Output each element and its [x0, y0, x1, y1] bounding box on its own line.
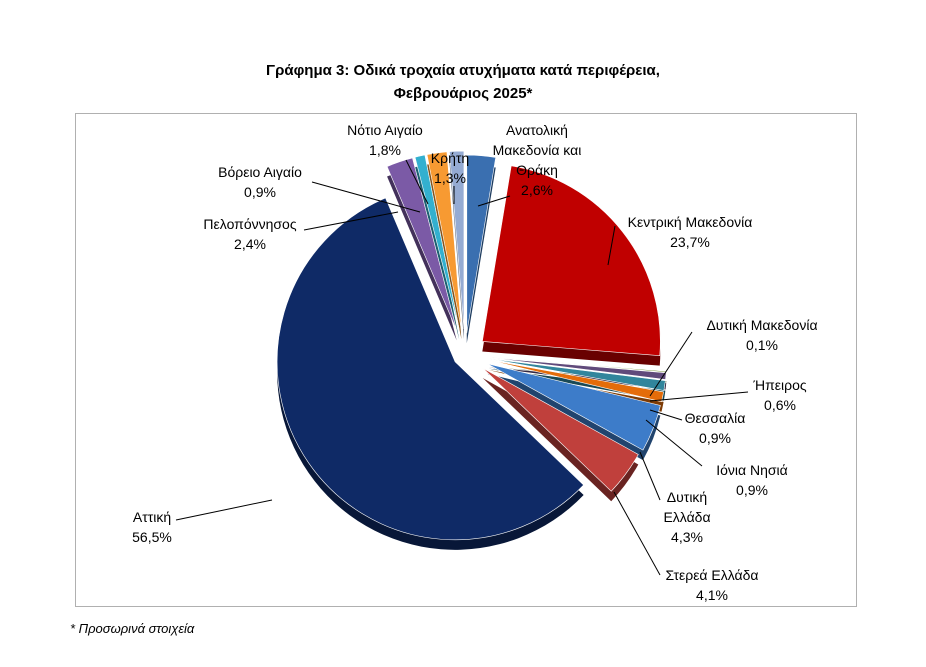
slice-value: 0,9% — [736, 482, 768, 498]
slice-value: 4,3% — [671, 529, 703, 545]
data-label: Βόρειο Αιγαίο 0,9% — [218, 162, 302, 202]
pie-slice — [488, 358, 666, 391]
pie-slice — [426, 151, 462, 330]
slice-value: 0,6% — [764, 397, 796, 413]
slice-side — [387, 167, 457, 341]
slice-label: Κεντρική Μακεδονία — [627, 214, 753, 230]
leader-line — [645, 419, 703, 467]
leader-line — [613, 491, 661, 576]
slice-label: Ανατολική Μακεδονία και Θράκη — [492, 122, 582, 178]
slice-value: 0,1% — [746, 337, 778, 353]
slice-value: 2,6% — [521, 182, 553, 198]
leader-line — [639, 451, 661, 501]
slice-label: Κρήτη — [430, 150, 470, 166]
footnote: * Προσωρινά στοιχεία — [70, 621, 195, 636]
data-label: Ανατολική Μακεδονία και Θράκη 2,6% — [477, 120, 597, 200]
data-label: Ιόνια Νησιά 0,9% — [716, 460, 788, 500]
leader-line — [477, 195, 511, 207]
slice-label: Αττική — [132, 509, 172, 525]
slice-value: 23,7% — [670, 234, 710, 250]
slice-value: 0,9% — [244, 184, 276, 200]
data-label: Αττική 56,5% — [132, 507, 172, 547]
leader-line — [405, 159, 429, 205]
pie-slice — [414, 154, 460, 330]
slice-value: 1,3% — [434, 170, 466, 186]
data-label: Δυτική Ελλάδα 4,3% — [657, 487, 717, 547]
slice-label: Δυτική Ελλάδα — [663, 489, 711, 525]
data-label: Κρήτη 1,3% — [431, 148, 469, 188]
leader-line — [649, 331, 693, 397]
pie-slice — [487, 363, 661, 451]
pie-slice — [466, 154, 497, 334]
leader-line — [649, 391, 749, 402]
data-label: Δυτική Μακεδονία 0,1% — [706, 315, 817, 355]
leader-line — [311, 181, 421, 213]
slice-side — [427, 161, 462, 340]
slice-value: 1,8% — [369, 142, 401, 158]
slice-label: Βόρειο Αιγαίο — [218, 164, 302, 180]
leader-line — [175, 499, 273, 521]
slice-label: Ήπειρος — [753, 377, 807, 393]
slice-value: 2,4% — [234, 236, 266, 252]
slice-label: Ιόνια Νησιά — [716, 462, 788, 478]
slice-label: Στερεά Ελλάδα — [665, 567, 759, 583]
pie-slice — [386, 157, 457, 331]
slice-value: 0,9% — [699, 430, 731, 446]
slice-label: Θεσσαλία — [684, 410, 746, 426]
data-label: Κεντρική Μακεδονία 23,7% — [628, 212, 753, 252]
pie-slice — [276, 197, 585, 541]
data-label: Στερεά Ελλάδα 4,1% — [665, 565, 758, 605]
chart-area — [75, 113, 857, 607]
pie-slice — [488, 357, 667, 380]
leader-line — [649, 409, 683, 421]
data-label: Νότιο Αιγαίο 1,8% — [347, 120, 423, 160]
data-label: Πελοπόννησος 2,4% — [203, 214, 296, 254]
pie-slice — [481, 165, 661, 356]
chart-title-line2: Φεβρουάριος 2025* — [393, 85, 533, 102]
data-label: Ήπειρος 0,6% — [753, 375, 806, 415]
slice-value: 56,5% — [132, 529, 172, 545]
slice-label: Δυτική Μακεδονία — [706, 317, 818, 333]
slice-value: 4,1% — [696, 587, 728, 603]
pie-slice — [482, 367, 639, 492]
slice-label: Νότιο Αιγαίο — [347, 122, 423, 138]
slice-side — [415, 165, 460, 340]
chart-title-line1: Γράφημα 3: Οδικά τροχαία ατυχήματα κατά … — [266, 62, 660, 79]
leader-line — [607, 225, 616, 266]
slice-label: Πελοπόννησος — [203, 216, 297, 232]
leader-line — [303, 211, 399, 231]
pie-slice — [488, 359, 664, 403]
data-label: Θεσσαλία 0,9% — [685, 408, 746, 448]
pie-slice — [449, 150, 465, 330]
